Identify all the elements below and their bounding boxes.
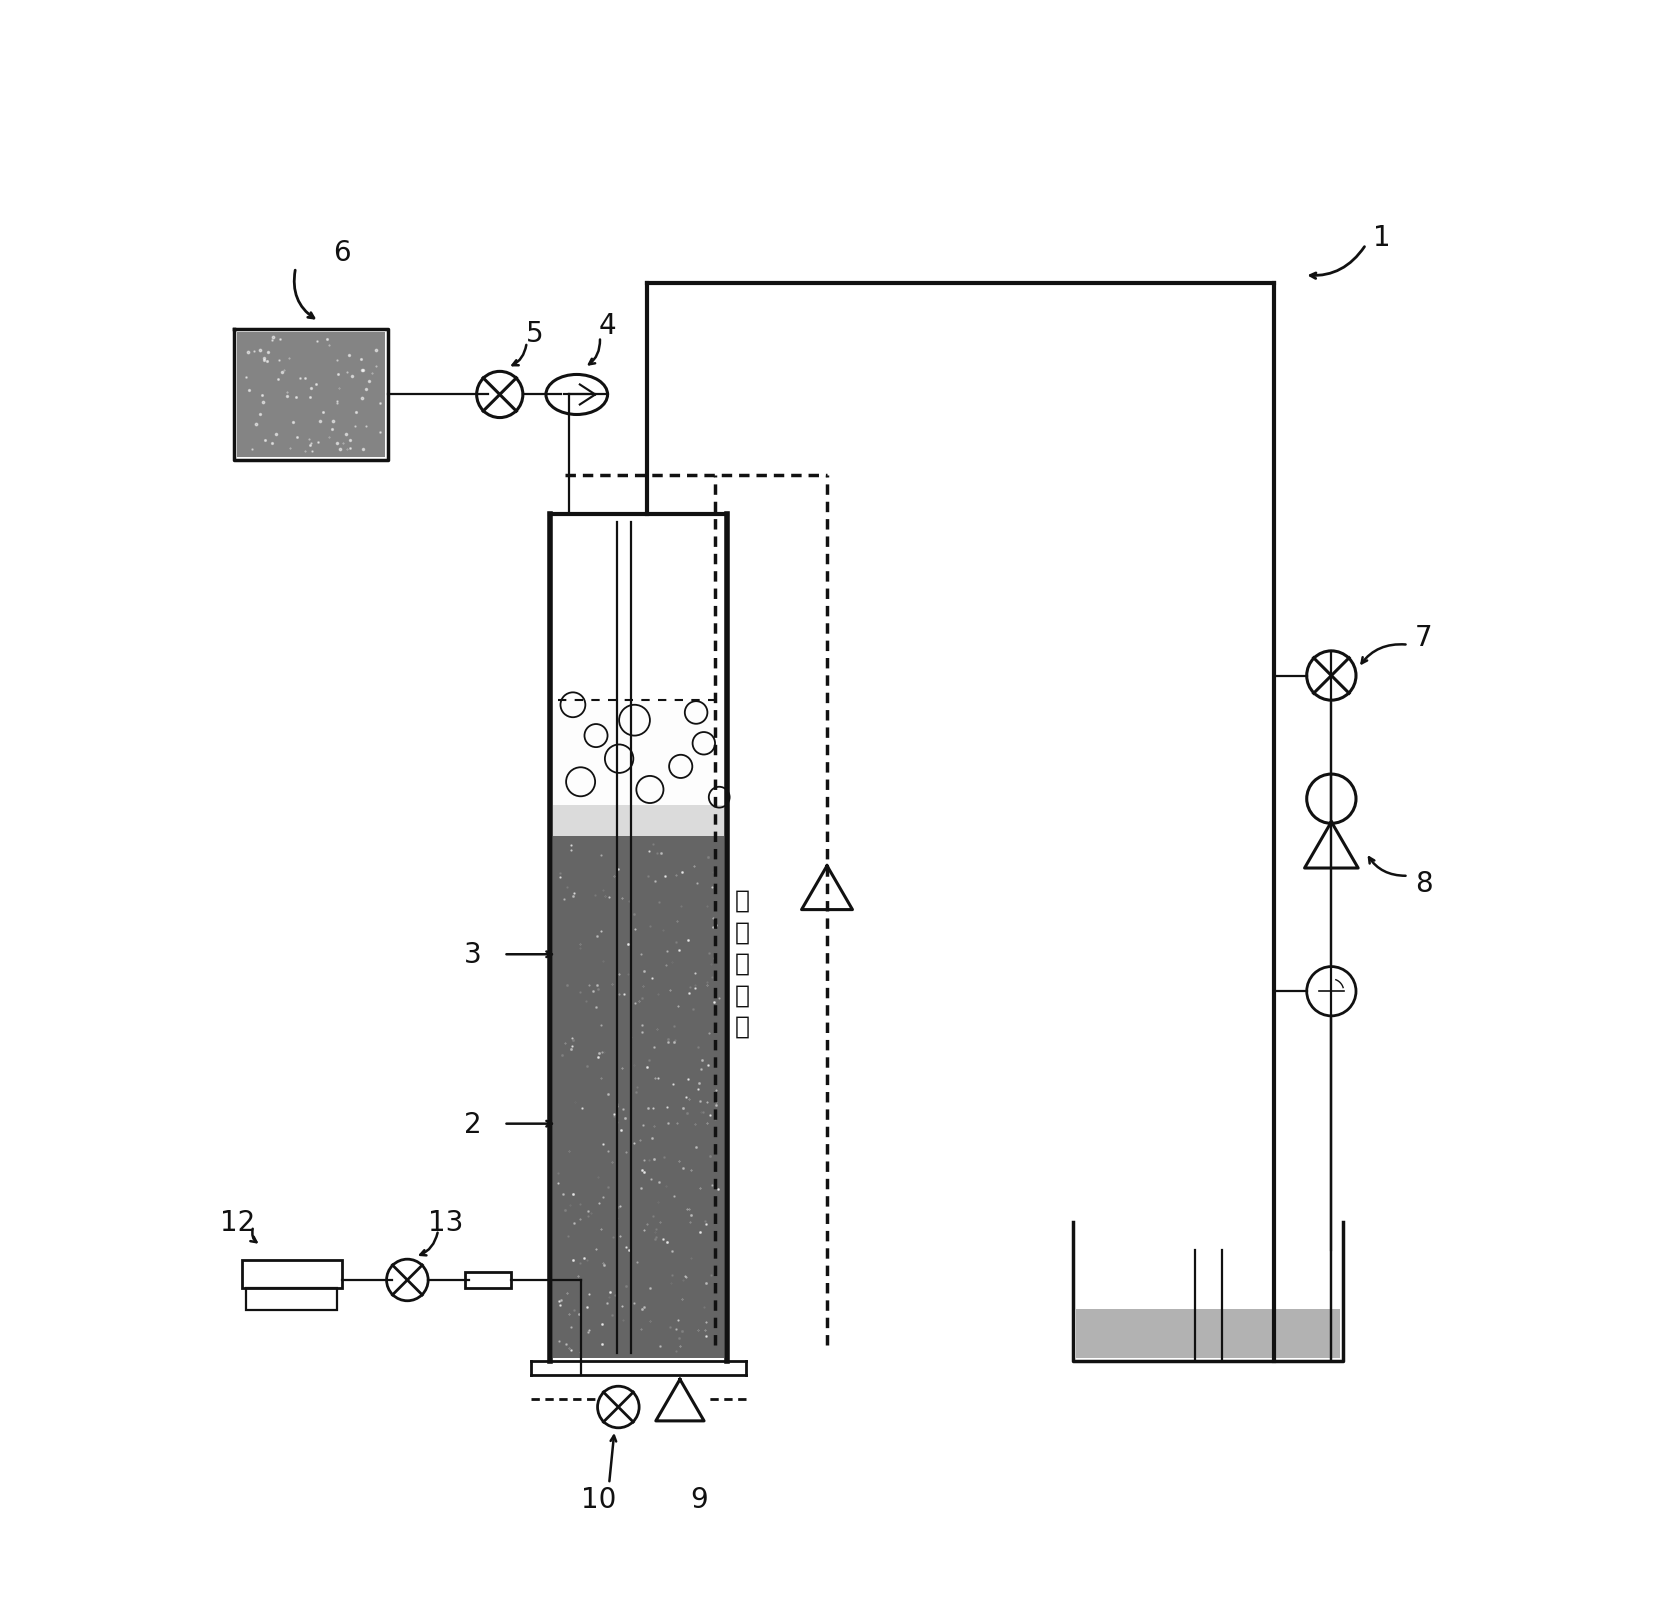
Bar <box>553 836 723 1358</box>
Bar <box>242 1260 343 1287</box>
Bar <box>247 1287 338 1310</box>
Text: 再
循
环
管
线: 再 循 环 管 线 <box>735 889 750 1038</box>
Bar <box>553 701 723 805</box>
Bar <box>553 805 723 836</box>
Bar <box>1076 1310 1341 1358</box>
Text: 7: 7 <box>1415 624 1433 651</box>
Text: 12: 12 <box>220 1208 255 1236</box>
Text: 8: 8 <box>1415 869 1433 898</box>
Text: 4: 4 <box>599 312 616 341</box>
Bar <box>465 1271 511 1289</box>
Text: 1: 1 <box>1372 223 1390 251</box>
Text: 5: 5 <box>526 320 543 347</box>
Text: 6: 6 <box>333 239 351 267</box>
Text: 10: 10 <box>581 1485 617 1514</box>
Text: 2: 2 <box>463 1110 482 1138</box>
Text: 13: 13 <box>429 1208 463 1236</box>
Text: 9: 9 <box>690 1485 708 1514</box>
Bar <box>237 333 386 458</box>
Text: 3: 3 <box>463 940 482 969</box>
